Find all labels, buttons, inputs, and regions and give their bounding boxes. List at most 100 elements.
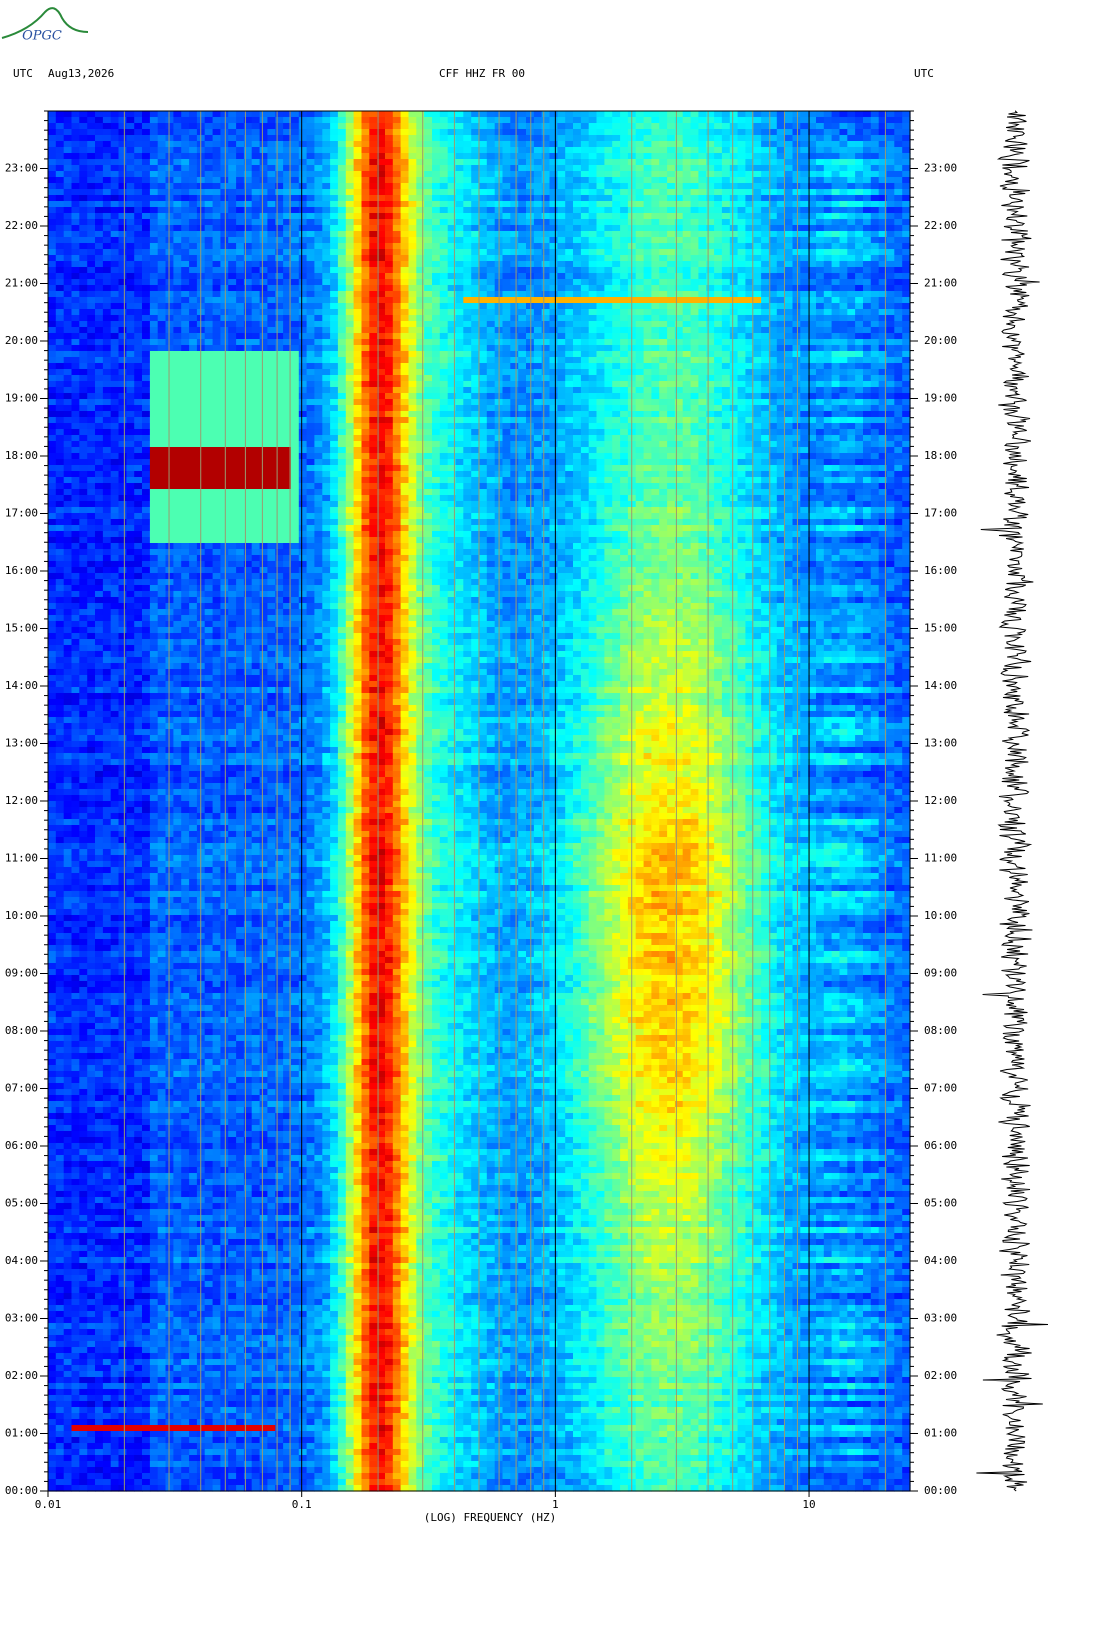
spectrogram-cell [526,243,534,250]
spectrogram-cell [847,141,855,148]
spectrogram-cell [777,249,785,256]
spectrogram-cell [252,165,260,172]
spectrogram-cell [424,201,432,208]
spectrogram-cell [142,369,150,376]
spectrogram-cell [220,123,228,130]
spectrogram-cell [409,213,417,220]
spectrogram-cell [95,129,103,136]
spectrogram-cell [369,147,377,154]
spectrogram-cell [393,207,401,214]
spectrogram-cell [267,159,275,166]
spectrogram-cell [636,153,644,160]
spectrogram-cell [220,165,228,172]
spectrogram-cell [409,279,417,286]
spectrogram-cell [111,207,119,214]
spectrogram-cell [346,195,354,202]
spectrogram-cell [134,141,142,148]
spectrogram-cell [738,339,746,346]
spectrogram-cell [887,231,895,238]
spectrogram-cell [604,267,612,274]
spectrogram-cell [236,177,244,184]
spectrogram-cell [722,123,730,130]
spectrogram-cell [275,309,283,316]
spectrogram-cell [550,369,558,376]
spectrogram-cell [894,315,902,322]
spectrogram-cell [534,351,542,358]
spectrogram-cell [855,249,863,256]
spectrogram-cell [72,189,80,196]
spectrogram-cell [722,177,730,184]
spectrogram-cell [424,171,432,178]
spectrogram-cell [894,255,902,262]
spectrogram-cell [385,213,393,220]
spectrogram-cell [56,363,64,370]
spectrogram-cell [72,237,80,244]
spectrogram-cell [644,201,652,208]
spectrogram-cell [56,351,64,358]
spectrogram-cell [597,279,605,286]
spectrogram-cell [636,219,644,226]
spectrogram-cell [863,183,871,190]
spectrogram-cell [894,267,902,274]
spectrogram-cell [487,315,495,322]
spectrogram-cell [142,171,150,178]
spectrogram-cell [683,267,691,274]
spectrogram-cell [158,207,166,214]
spectrogram-cell [440,123,448,130]
spectrogram-cell [612,117,620,124]
spectrogram-cell [753,159,761,166]
spectrogram-cell [299,219,307,226]
spectrogram-cell [706,267,714,274]
spectrogram-cell [72,309,80,316]
spectrogram-cell [260,189,268,196]
spectrogram-cell [722,273,730,280]
spectrogram-cell [401,303,409,310]
spectrogram-cell [314,381,322,388]
spectrogram-cell [667,249,675,256]
spectrogram-cell [150,291,158,298]
spectrogram-cell [785,267,793,274]
spectrogram-cell [314,303,322,310]
spectrogram-cell [887,333,895,340]
spectrogram-cell [832,183,840,190]
spectrogram-cell [79,309,87,316]
spectrogram-cell [651,249,659,256]
spectrogram-cell [887,129,895,136]
spectrogram-cell [503,195,511,202]
spectrogram-cell [228,327,236,334]
spectrogram-cell [589,357,597,364]
spectrogram-cell [126,153,134,160]
spectrogram-cell [706,339,714,346]
spectrogram-cell [620,267,628,274]
spectrogram-cell [620,375,628,382]
spectrogram-cell [228,375,236,382]
spectrogram-cell [683,243,691,250]
spectrogram-cell [840,291,848,298]
spectrogram-cell [369,231,377,238]
spectrogram-cell [706,111,714,118]
spectrogram-cell [824,351,832,358]
spectrogram-cell [534,201,542,208]
spectrogram-cell [604,303,612,310]
spectrogram-cell [667,267,675,274]
spectrogram-cell [706,291,714,298]
spectrogram-cell [220,189,228,196]
spectrogram-cell [863,111,871,118]
spectrogram-cell [581,183,589,190]
spectrogram-cell [565,237,573,244]
spectrogram-cell [761,225,769,232]
spectrogram-cell [409,189,417,196]
spectrogram-cell [581,135,589,142]
spectrogram-cell [816,129,824,136]
spectrogram-cell [863,321,871,328]
spectrogram-cell [440,183,448,190]
spectrogram-cell [416,177,424,184]
spectrogram-cell [706,177,714,184]
spectrogram-cell [369,315,377,322]
spectrogram-cell [691,345,699,352]
spectrogram-cell [307,159,315,166]
spectrogram-cell [314,369,322,376]
spectrogram-cell [150,219,158,226]
spectrogram-cell [103,351,111,358]
spectrogram-cell [126,129,134,136]
